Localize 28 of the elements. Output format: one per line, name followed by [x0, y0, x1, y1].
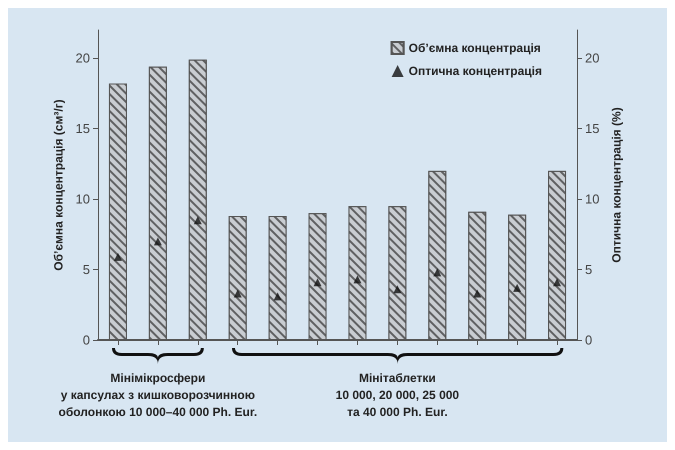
y2-tick-label: 15: [585, 121, 600, 136]
point: [194, 216, 202, 224]
point: [154, 237, 162, 246]
text: Мінімікросфери у капсулах з кишковорозчинною оболонкою 10 000–40 000 Ph. Eur.: [58, 370, 258, 421]
point: [553, 278, 562, 286]
point: [513, 284, 522, 292]
point: [274, 292, 282, 300]
legend-label: Оптична концентрація: [408, 64, 542, 78]
y2-tick-label: 20: [585, 50, 600, 66]
point: [433, 268, 442, 276]
point: [393, 285, 402, 294]
y-tick-label: 10: [76, 192, 90, 207]
point: [353, 275, 362, 284]
point: [473, 290, 482, 298]
text: Мінітаблетки 10 000, 20 000, 25 000 та 40 000 Ph. Eur.: [334, 370, 460, 421]
y2-tick-label: 5: [585, 262, 592, 278]
point: [114, 252, 122, 261]
y2-tick-label: 0: [585, 332, 592, 348]
y-tick-label: 15: [76, 121, 90, 136]
legend-label: Об’ємна концентрація: [408, 41, 541, 55]
y-tick-label: 5: [82, 262, 90, 278]
y2-tick-label: 10: [585, 192, 600, 207]
point: [314, 278, 322, 286]
y-tick-label: 0: [82, 332, 90, 348]
point: [234, 290, 242, 298]
y2-axis-title: Оптична концентрація (%): [609, 107, 624, 263]
y-axis-title: Об’ємна концентрація (см³/г): [52, 99, 66, 271]
y-tick-label: 20: [76, 50, 90, 66]
